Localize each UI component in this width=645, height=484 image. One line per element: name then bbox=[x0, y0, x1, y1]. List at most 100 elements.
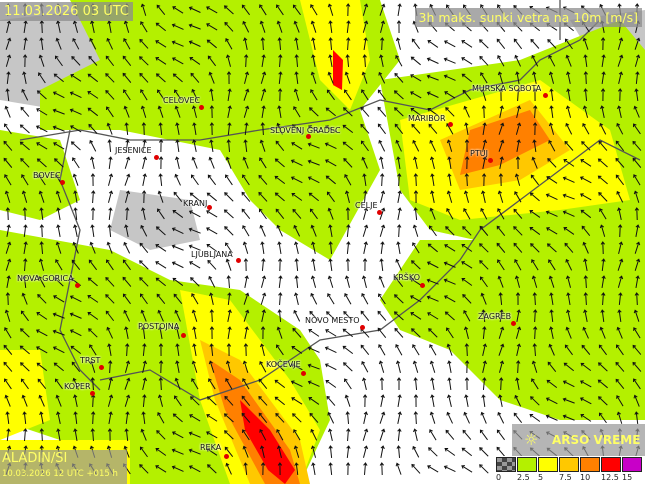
wind-arrow bbox=[225, 156, 232, 169]
city-marker bbox=[199, 105, 204, 110]
wind-arrow bbox=[565, 258, 573, 271]
wind-arrow bbox=[565, 54, 572, 67]
wind-arrow bbox=[580, 414, 592, 422]
wind-arrow bbox=[188, 23, 201, 30]
wind-arrow bbox=[564, 140, 574, 151]
wind-arrow bbox=[274, 396, 285, 406]
wind-arrow bbox=[513, 208, 523, 219]
wind-arrow bbox=[443, 40, 456, 48]
wind-arrow bbox=[105, 310, 115, 322]
wind-arrow bbox=[124, 326, 129, 339]
wind-arrow bbox=[616, 395, 624, 407]
wind-arrow bbox=[562, 210, 575, 217]
wind-arrow bbox=[548, 275, 555, 288]
wind-arrow bbox=[91, 411, 96, 425]
wind-arrows bbox=[3, 3, 642, 476]
wind-arrow bbox=[54, 55, 63, 67]
legend-swatch bbox=[559, 457, 579, 472]
wind-arrow bbox=[206, 6, 218, 14]
wind-arrow bbox=[429, 360, 436, 373]
wind-arrow bbox=[70, 141, 81, 151]
wind-arrow bbox=[325, 159, 337, 167]
wind-arrow bbox=[242, 429, 250, 441]
wind-arrow bbox=[480, 411, 487, 424]
wind-arrow bbox=[141, 326, 146, 340]
wind-arrow bbox=[426, 57, 439, 64]
wind-arrow bbox=[634, 88, 639, 102]
wind-arrow bbox=[276, 224, 283, 237]
wind-arrow bbox=[380, 173, 385, 187]
wind-arrow bbox=[90, 377, 95, 391]
wind-arrow bbox=[108, 411, 113, 424]
wind-arrow bbox=[411, 328, 421, 338]
wind-arrow bbox=[565, 105, 572, 118]
wind-arrow bbox=[513, 38, 523, 50]
wind-arrow bbox=[209, 122, 215, 136]
wind-arrow bbox=[463, 105, 470, 118]
wind-arrow bbox=[328, 428, 333, 441]
wind-arrow bbox=[379, 377, 385, 391]
wind-arrow bbox=[207, 174, 217, 186]
wind-arrow bbox=[428, 225, 437, 237]
wind-arrow bbox=[87, 311, 99, 320]
wind-arrow bbox=[564, 38, 573, 50]
wind-arrow bbox=[36, 90, 47, 100]
wind-arrow bbox=[445, 429, 455, 440]
wind-arrow bbox=[5, 411, 10, 425]
wind-arrow bbox=[496, 225, 506, 237]
wind-arrow bbox=[395, 360, 401, 373]
wind-arrow bbox=[327, 71, 334, 84]
wind-arrow bbox=[191, 88, 199, 101]
wind-arrow bbox=[243, 88, 250, 101]
wind-arrow bbox=[481, 105, 487, 119]
wind-arrow bbox=[122, 276, 132, 287]
wind-arrow bbox=[598, 140, 608, 151]
wind-arrow bbox=[190, 396, 200, 406]
wind-arrow bbox=[5, 241, 12, 254]
wind-arrow bbox=[88, 259, 98, 271]
wind-arrow bbox=[481, 394, 486, 408]
wind-arrow bbox=[208, 275, 216, 288]
wind-arrow bbox=[190, 174, 199, 186]
wind-arrow bbox=[69, 295, 82, 303]
city-label: KRANJ bbox=[183, 199, 208, 208]
wind-arrow bbox=[6, 224, 11, 237]
wind-arrow bbox=[325, 329, 337, 337]
wind-arrow bbox=[259, 445, 265, 458]
wind-arrow bbox=[463, 208, 471, 220]
wind-arrow bbox=[360, 140, 369, 152]
wind-arrow bbox=[615, 378, 625, 389]
wind-arrow bbox=[275, 208, 285, 220]
wind-arrow bbox=[479, 260, 489, 270]
wind-arrow bbox=[497, 259, 505, 271]
wind-arrow bbox=[243, 105, 250, 118]
wind-arrow bbox=[259, 4, 267, 16]
city-label: MARIBOR bbox=[408, 114, 446, 123]
city-marker bbox=[543, 93, 548, 98]
legend-label: 12.5 bbox=[601, 473, 619, 482]
wind-arrow bbox=[549, 105, 554, 119]
city-marker bbox=[90, 391, 95, 396]
wind-arrow bbox=[140, 224, 148, 237]
wind-arrow bbox=[4, 123, 12, 135]
wind-arrow bbox=[328, 445, 333, 459]
wind-arrow bbox=[428, 447, 438, 457]
wind-arrow bbox=[342, 141, 354, 151]
wind-arrow bbox=[108, 156, 113, 170]
wind-arrow bbox=[38, 54, 45, 67]
legend-label: 10 bbox=[580, 473, 591, 482]
wind-arrow bbox=[171, 40, 184, 47]
wind-arrow bbox=[429, 207, 436, 220]
wind-arrow bbox=[19, 345, 30, 355]
wind-arrow bbox=[427, 40, 439, 48]
wind-arrow bbox=[125, 207, 130, 221]
wind-arrow bbox=[395, 139, 402, 152]
wind-arrow bbox=[634, 54, 641, 67]
wind-arrow bbox=[412, 360, 419, 373]
wind-arrow bbox=[242, 225, 250, 237]
wind-arrow bbox=[514, 173, 521, 186]
wind-arrow bbox=[260, 462, 266, 476]
wind-arrow bbox=[124, 173, 131, 186]
wind-arrow bbox=[396, 241, 401, 254]
wind-arrow bbox=[633, 105, 640, 118]
